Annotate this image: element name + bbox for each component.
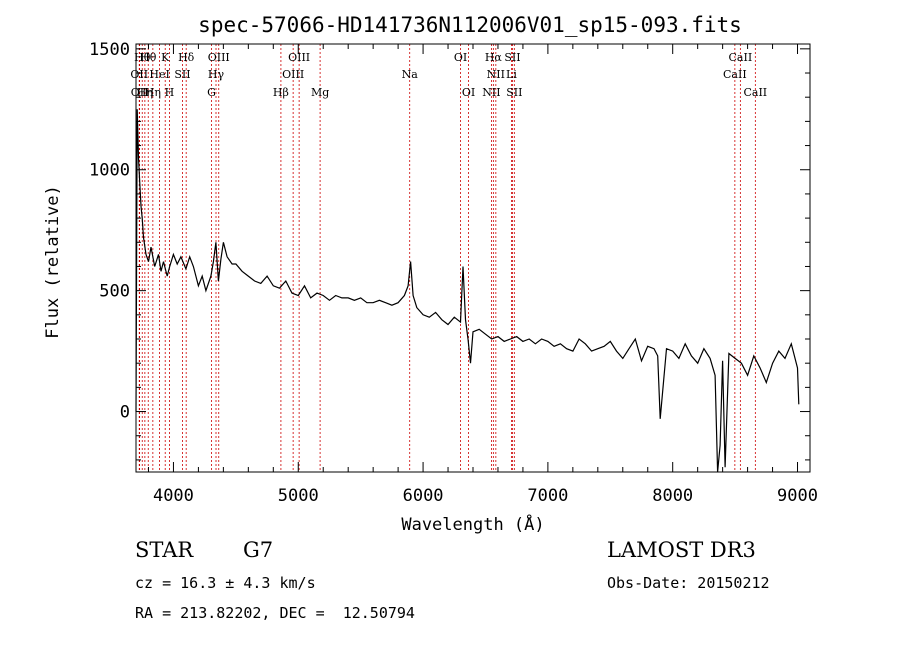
line-label-22: Hα: [485, 51, 503, 64]
line-label-28: CaII: [729, 51, 753, 64]
chart-title: spec-57066-HD141736N112006V01_sp15-093.f…: [198, 13, 742, 37]
line-label-3: Hη: [137, 86, 153, 99]
line-label-16: OIII: [288, 51, 310, 64]
line-label-24: Li: [506, 68, 517, 81]
x-tick-label-8000: 8000: [652, 486, 693, 506]
line-label-14: Hβ: [273, 86, 289, 99]
x-axis-ticks: 4000 5000 6000 7000 8000 9000: [147, 44, 818, 506]
line-label-21: NII: [482, 86, 500, 99]
object-class: STAR: [135, 538, 194, 562]
x-tick-label-9000: 9000: [777, 486, 818, 506]
line-label-4: Hθ: [140, 51, 157, 64]
redshift-text: cz = 16.3 ± 4.3 km/s: [135, 574, 316, 592]
y-tick-label-0: 0: [120, 403, 130, 423]
line-label-20: OI: [462, 86, 475, 99]
x-tick-label-7000: 7000: [527, 486, 568, 506]
line-label-7: K: [161, 51, 170, 64]
line-label-12: Hγ: [208, 68, 225, 81]
y-tick-label-500: 500: [99, 282, 130, 302]
line-label-26: SII: [506, 86, 522, 99]
x-tick-label-5000: 5000: [278, 486, 319, 506]
line-label-1: OII: [131, 86, 149, 99]
line-label-0: OII: [130, 68, 148, 81]
line-label-17: Mg: [311, 86, 329, 99]
spectrum-series-line: [135, 109, 800, 473]
y-tick-label-1500: 1500: [89, 40, 130, 60]
plot-frame: [135, 43, 811, 473]
spectral-line-labels: OII OII Hθ Hη Hθ Hη HeI K H SII Hδ G Hγ OIII Hβ OIII OII…: [130, 51, 767, 99]
line-label-25: SII: [504, 51, 520, 64]
line-label-19: OI: [454, 51, 467, 64]
line-label-27: CaII: [723, 68, 747, 81]
x-axis-label: Wavelength (Å): [401, 513, 544, 535]
line-label-10: Hδ: [178, 51, 195, 64]
line-label-5: Hη: [145, 86, 161, 99]
x-tick-label-4000: 4000: [153, 486, 194, 506]
y-axis-ticks: 0 500 1000 1500: [89, 40, 810, 461]
line-label-23: NII: [487, 68, 505, 81]
spectral-line-markers: [138, 44, 756, 472]
line-label-9: SII: [174, 68, 190, 81]
obs-date-text: Obs-Date: 20150212: [607, 574, 770, 592]
y-tick-label-1000: 1000: [89, 161, 130, 181]
y-axis-label: Flux (relative): [43, 185, 63, 339]
line-label-15: OIII: [282, 68, 304, 81]
x-tick-label-6000: 6000: [403, 486, 444, 506]
object-subclass: G7: [243, 538, 274, 562]
line-label-2: Hθ: [134, 51, 151, 64]
line-label-6: HeI: [149, 68, 169, 81]
survey-name: LAMOST DR3: [607, 538, 756, 562]
line-label-8: H: [165, 86, 175, 99]
line-label-11: G: [207, 86, 216, 99]
line-label-18: Na: [402, 68, 419, 81]
line-label-13: OIII: [208, 51, 230, 64]
coordinates-text: RA = 213.82202, DEC = 12.50794: [135, 604, 415, 622]
line-label-29: CaII: [743, 86, 767, 99]
